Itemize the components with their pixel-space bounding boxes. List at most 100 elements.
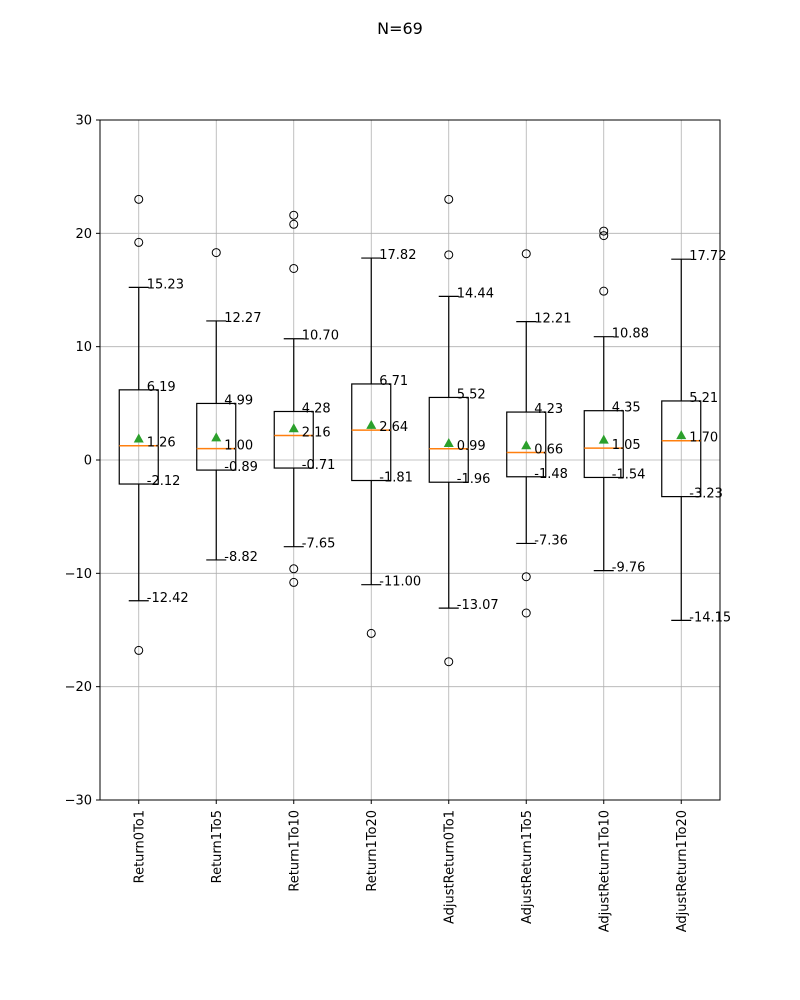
box-Return0To1: 15.23 6.19 1.26 -2.12 -12.42 xyxy=(118,194,189,655)
value-label-q1: -3.23 xyxy=(689,487,723,502)
outlier-point xyxy=(134,645,144,655)
value-label-q1: -1.96 xyxy=(457,472,491,487)
box-AdjustReturn1To5: 12.21 4.23 0.66 -1.48 -7.36 xyxy=(506,249,571,618)
x-tick-label: Return1To5 xyxy=(210,810,225,883)
outlier-point xyxy=(599,226,609,236)
outlier-point xyxy=(134,237,144,247)
iqr-box xyxy=(583,410,624,479)
mean-marker xyxy=(366,419,377,429)
y-tick-label: 30 xyxy=(75,114,92,129)
value-label-q3: 4.28 xyxy=(302,401,331,416)
value-label-median: 2.16 xyxy=(302,426,331,441)
outlier-point xyxy=(366,628,376,638)
x-tick-label: Return1To10 xyxy=(287,810,302,892)
x-tick-label: Return1To20 xyxy=(365,810,380,892)
outlier-point xyxy=(444,250,454,260)
value-label-q1: -1.81 xyxy=(379,471,413,486)
box-Return1To5: 12.27 4.99 1.00 -0.89 -8.82 xyxy=(196,248,261,565)
value-label-whisker-low: -9.76 xyxy=(612,561,646,576)
box-AdjustReturn0To1: 14.44 5.52 0.99 -1.96 -13.07 xyxy=(428,194,499,667)
value-label-median: 1.00 xyxy=(224,439,253,454)
axes: −30 −20 −10 0 10 20 30 Return0To1 Return1To5 Retu… xyxy=(65,114,690,933)
y-tick-label: −30 xyxy=(65,794,92,809)
value-label-q1: -1.54 xyxy=(612,467,646,482)
outlier-point xyxy=(599,231,609,241)
value-label-q3: 5.52 xyxy=(457,387,486,402)
y-tick-label: −20 xyxy=(65,680,92,695)
value-label-whisker-low: -7.36 xyxy=(534,533,568,548)
value-label-median: 0.66 xyxy=(534,443,563,458)
value-label-q3: 4.35 xyxy=(612,401,641,416)
outlier-point xyxy=(289,219,299,229)
mean-marker xyxy=(133,433,144,443)
y-tick-label: 0 xyxy=(84,454,92,469)
mean-marker xyxy=(288,423,299,433)
value-label-median: 0.99 xyxy=(457,439,486,454)
box-AdjustReturn1To10: 10.88 4.35 1.05 -1.54 -9.76 xyxy=(583,226,649,576)
outlier-point xyxy=(289,577,299,587)
x-tick-label: AdjustReturn1To10 xyxy=(597,810,612,932)
outlier-point xyxy=(289,263,299,273)
value-label-q3: 4.23 xyxy=(534,402,563,417)
x-tick-label: AdjustReturn1To20 xyxy=(675,810,690,932)
value-label-whisker-high: 17.72 xyxy=(689,249,726,264)
value-label-whisker-low: -12.42 xyxy=(147,591,189,606)
x-tick-label: Return0To1 xyxy=(132,810,147,883)
iqr-box xyxy=(661,400,702,498)
grid-lines xyxy=(100,119,720,801)
value-label-whisker-low: -7.65 xyxy=(302,537,336,552)
value-label-median: 2.64 xyxy=(379,420,408,435)
chart-title: N=69 xyxy=(377,19,423,38)
outlier-point xyxy=(289,210,299,220)
value-label-whisker-high: 12.21 xyxy=(534,312,571,327)
value-label-whisker-high: 15.23 xyxy=(147,277,184,292)
x-tick-label: AdjustReturn0To1 xyxy=(442,810,457,924)
box-Return1To20: 17.82 6.71 2.64 -1.81 -11.00 xyxy=(351,248,421,638)
iqr-box xyxy=(506,411,547,478)
y-tick-label: 10 xyxy=(75,340,92,355)
value-label-q1: -2.12 xyxy=(147,474,181,489)
mean-marker xyxy=(521,440,532,450)
mean-marker xyxy=(211,432,222,442)
y-tick-label: −10 xyxy=(65,567,92,582)
plot-area: 15.23 6.19 1.26 -2.12 -12.42 12.27 4.99 1.00 -0.… xyxy=(118,194,731,667)
value-label-q3: 4.99 xyxy=(224,393,253,408)
outlier-point xyxy=(521,249,531,259)
value-label-median: 1.05 xyxy=(612,438,641,453)
value-label-q1: -0.71 xyxy=(302,458,336,473)
value-label-whisker-high: 12.27 xyxy=(224,311,261,326)
value-label-median: 1.26 xyxy=(147,436,176,451)
value-label-whisker-low: -11.00 xyxy=(379,575,421,590)
outlier-point xyxy=(599,286,609,296)
box-AdjustReturn1To20: 17.72 5.21 1.70 -3.23 -14.15 xyxy=(661,249,731,625)
outlier-point xyxy=(211,248,221,258)
outlier-point xyxy=(134,194,144,204)
value-label-whisker-high: 10.70 xyxy=(302,329,339,344)
mean-marker xyxy=(598,434,609,444)
value-label-q3: 6.71 xyxy=(379,374,408,389)
mean-marker xyxy=(676,430,687,440)
value-label-whisker-low: -14.15 xyxy=(689,610,731,625)
value-label-q3: 5.21 xyxy=(689,391,718,406)
outlier-point xyxy=(289,564,299,574)
outlier-point xyxy=(521,608,531,618)
value-label-whisker-low: -13.07 xyxy=(457,598,499,613)
iqr-box xyxy=(428,396,469,483)
iqr-box xyxy=(196,402,237,471)
value-label-whisker-high: 17.82 xyxy=(379,248,416,263)
outlier-point xyxy=(521,572,531,582)
value-label-whisker-low: -8.82 xyxy=(224,550,258,565)
outlier-point xyxy=(444,657,454,667)
iqr-box xyxy=(273,410,314,469)
iqr-box xyxy=(118,389,159,485)
y-tick-label: 20 xyxy=(75,227,92,242)
mean-marker xyxy=(443,438,454,447)
value-label-whisker-high: 10.88 xyxy=(612,327,649,342)
value-label-whisker-high: 14.44 xyxy=(457,286,494,301)
value-label-q1: -1.48 xyxy=(534,467,568,482)
value-label-q3: 6.19 xyxy=(147,380,176,395)
x-tick-label: AdjustReturn1To5 xyxy=(520,810,535,924)
plot-frame xyxy=(99,119,721,801)
iqr-box xyxy=(351,383,392,482)
